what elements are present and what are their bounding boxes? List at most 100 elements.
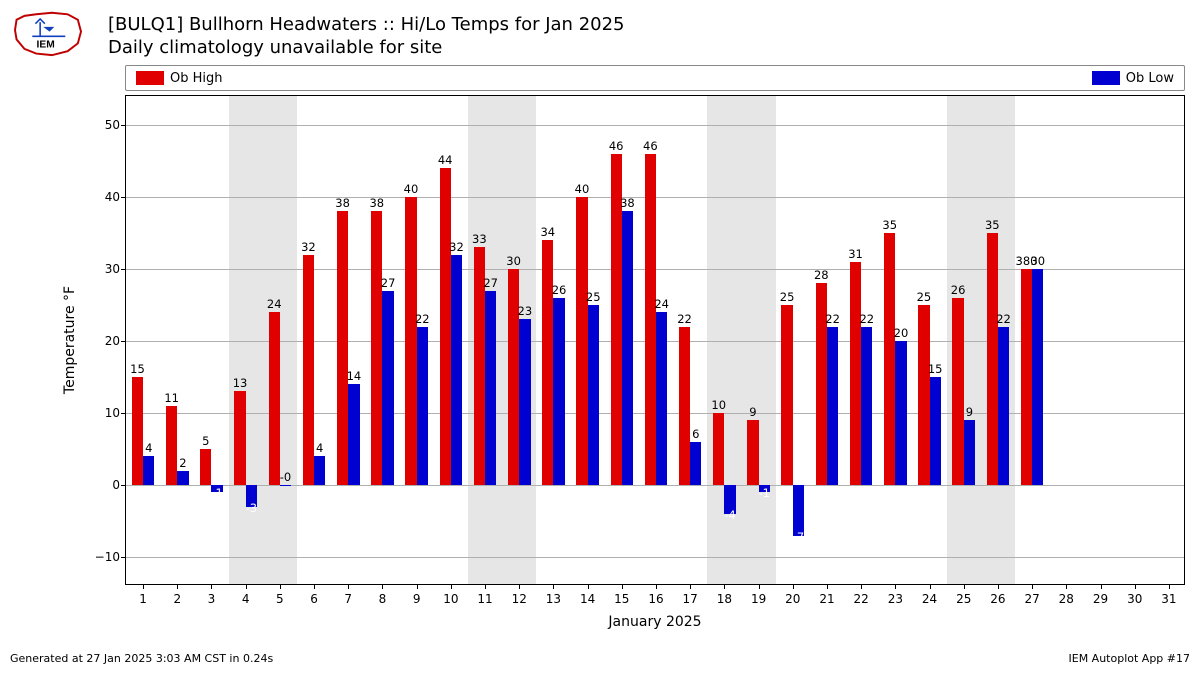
x-tick-label: 17 [683,592,698,606]
x-tick-mark [314,584,315,589]
legend-swatch-high [136,71,164,85]
bar-label-low: 27 [483,276,498,290]
x-tick-label: 6 [310,592,318,606]
x-tick-mark [1169,584,1170,589]
legend-item-high: Ob High [136,71,223,86]
x-tick-mark [724,584,725,589]
x-tick-mark [280,584,281,589]
bar-low [588,305,599,485]
bar-high [303,255,314,486]
x-tick-mark [827,584,828,589]
bar-label-low: 23 [518,304,533,318]
grid-line [126,125,1184,126]
bar-label-high: 32 [301,240,316,254]
bar-high [440,168,451,485]
bar-label-low: 22 [996,312,1011,326]
bar-label-high: 38 [369,196,384,210]
bar-label-high: 33 [472,232,487,246]
x-tick-mark [382,584,383,589]
y-tick-label: −10 [95,550,120,564]
bar-low [998,327,1009,486]
bar-low [622,211,633,485]
x-tick-label: 21 [819,592,834,606]
x-tick-mark [451,584,452,589]
bar-high [166,406,177,485]
x-tick-label: 4 [242,592,250,606]
legend-label-low: Ob Low [1126,71,1174,86]
x-tick-mark [246,584,247,589]
bar-label-high: 10 [711,398,726,412]
bar-label-high: 31 [848,247,863,261]
svg-text:IEM: IEM [37,39,55,50]
x-tick-label: 28 [1059,592,1074,606]
bar-label-high: 11 [164,391,179,405]
bar-label-low: 14 [347,369,362,383]
bar-label-low: 22 [415,312,430,326]
bar-label-low: 32 [449,240,464,254]
x-tick-label: 2 [173,592,181,606]
bar-low [861,327,872,486]
x-tick-mark [1135,584,1136,589]
x-tick-label: 31 [1161,592,1176,606]
y-tick-mark [121,485,126,486]
x-tick-mark [622,584,623,589]
x-tick-label: 24 [922,592,937,606]
bar-label-high: 5 [202,434,209,448]
bar-label-high: 26 [951,283,966,297]
bar-low [553,298,564,485]
bar-label-low: 22 [859,312,874,326]
bar-high [371,211,382,485]
bar-label-high: 15 [130,362,145,376]
x-tick-label: 13 [546,592,561,606]
bar-label-high: 24 [267,297,282,311]
bar-label-low: 22 [825,312,840,326]
bar-low [793,485,804,535]
y-tick-mark [121,125,126,126]
bar-high [781,305,792,485]
bar-label-high: 28 [814,268,829,282]
x-tick-label: 25 [956,592,971,606]
x-tick-mark [519,584,520,589]
y-tick-mark [121,341,126,342]
x-tick-label: 1 [139,592,147,606]
bar-low [519,319,530,485]
bar-label-high: 34 [540,225,555,239]
bar-low [143,456,154,485]
bar-label-low: -1 [211,486,222,500]
bar-high [884,233,895,485]
x-tick-mark [485,584,486,589]
bar-label-low: 6 [692,427,699,441]
x-tick-label: 15 [614,592,629,606]
bar-low [485,291,496,486]
bar-label-high: 40 [575,182,590,196]
bar-low [451,255,462,486]
x-tick-mark [656,584,657,589]
x-tick-mark [553,584,554,589]
x-tick-label: 5 [276,592,284,606]
bar-label-low: 24 [654,297,669,311]
bar-high [850,262,861,485]
x-tick-mark [964,584,965,589]
x-tick-label: 14 [580,592,595,606]
bar-low [827,327,838,486]
x-tick-mark [759,584,760,589]
bar-high [337,211,348,485]
bar-label-low: 4 [145,441,152,455]
y-tick-mark [121,413,126,414]
bar-high [200,449,211,485]
bar-label-low: 26 [552,283,567,297]
bar-low [417,327,428,486]
bar-label-high: 38 [335,196,350,210]
x-tick-label: 12 [512,592,527,606]
x-tick-mark [417,584,418,589]
bar-label-low: 4 [316,441,323,455]
iem-logo: IEM [8,8,88,63]
bar-high [234,391,245,485]
bar-label-low: 27 [381,276,396,290]
chart-title: [BULQ1] Bullhorn Headwaters :: Hi/Lo Tem… [108,14,625,59]
bar-low [690,442,701,485]
bar-label-high: 25 [780,290,795,304]
bar-label-low: 20 [894,326,909,340]
x-tick-label: 20 [785,592,800,606]
bar-high [132,377,143,485]
